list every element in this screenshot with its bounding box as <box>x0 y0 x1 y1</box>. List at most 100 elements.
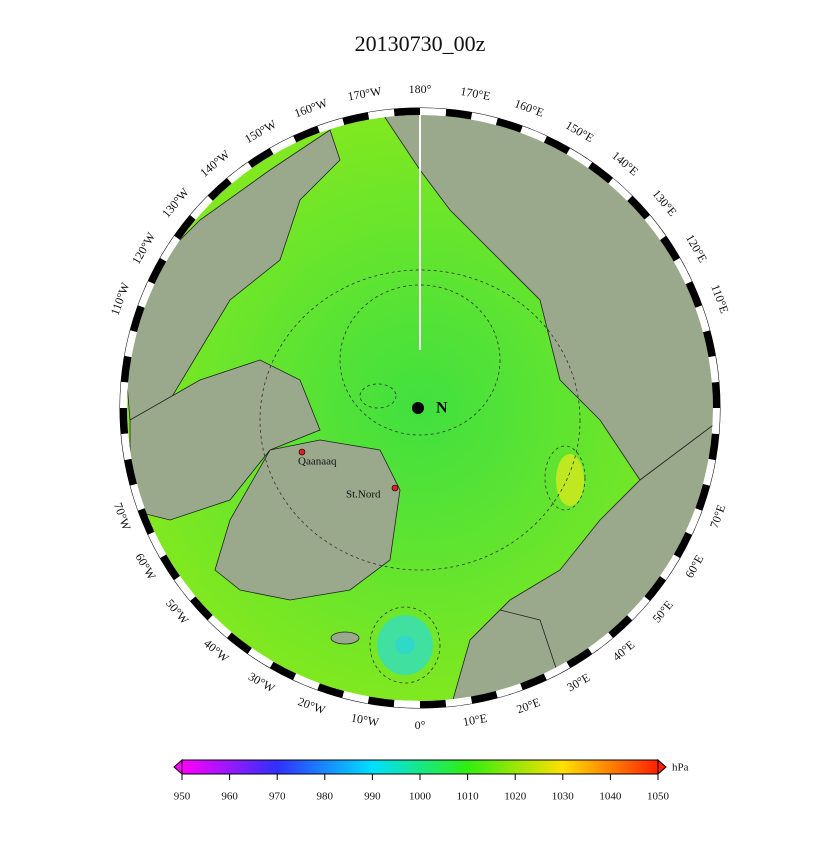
ring-segment <box>174 576 196 601</box>
station-dot <box>391 484 399 492</box>
ring-segment <box>160 554 180 581</box>
ring-segment <box>695 483 710 511</box>
ring-segment <box>445 696 473 707</box>
ring-segment <box>470 112 498 125</box>
colorbar-tick-label: 1010 <box>457 791 480 803</box>
longitude-label: 50°E <box>650 598 676 625</box>
ring-segment <box>703 458 716 486</box>
ring-segment <box>293 126 320 143</box>
ring-segment <box>608 615 633 638</box>
ring-segment <box>317 683 345 698</box>
longitude-label: 160°E <box>513 96 546 119</box>
ring-segment <box>130 483 145 511</box>
ring-segment <box>367 696 395 707</box>
colorbar-tick-label: 1030 <box>552 791 575 803</box>
longitude-label: 170°E <box>459 84 491 103</box>
ring-segment <box>588 632 613 654</box>
longitude-label: 110°W <box>108 280 133 317</box>
ring-segment <box>673 531 692 558</box>
longitude-label: 150°W <box>242 117 279 147</box>
ring-segment <box>566 648 593 668</box>
longitude-label: 10°E <box>462 711 488 729</box>
longitude-label: 140°W <box>197 147 233 180</box>
ring-segment <box>660 235 680 262</box>
ring-segment <box>120 407 129 435</box>
longitude-label: 130°W <box>159 185 192 221</box>
ring-segment <box>393 108 421 117</box>
ring-segment <box>708 355 719 383</box>
longitude-label: 140°E <box>609 148 641 178</box>
longitude-label: 150°E <box>563 118 596 145</box>
ring-segment <box>520 126 547 143</box>
ring-segment <box>148 531 167 558</box>
ring-segment <box>685 281 702 308</box>
ring-segment <box>695 305 710 333</box>
ring-segment <box>445 109 473 120</box>
ring-segment <box>124 330 137 358</box>
colorbar-tick-label: 1050 <box>647 791 670 803</box>
longitude-label: 20°E <box>515 695 542 716</box>
ring-segment <box>124 458 137 486</box>
ring-segment <box>627 195 650 220</box>
colorbar-tick-label: 980 <box>317 791 334 803</box>
ring-segment <box>247 648 274 668</box>
ring-segment <box>685 508 702 535</box>
longitude-label: 110°E <box>708 282 731 315</box>
ring-segment <box>566 148 593 168</box>
longitude-label: 40°E <box>610 638 637 664</box>
ring-segment <box>711 381 720 409</box>
colorbar-tick-label: 960 <box>221 791 238 803</box>
ring-segment <box>711 407 720 435</box>
longitude-label: 50°W <box>163 596 192 627</box>
ring-segment <box>270 661 297 680</box>
longitude-label: 70°W <box>111 501 134 533</box>
ring-segment <box>227 162 252 184</box>
longitude-label: 10°W <box>350 711 381 730</box>
ring-segment <box>419 108 447 117</box>
ring-segment <box>247 148 274 168</box>
colorbar-tick-label: 990 <box>364 791 381 803</box>
frame-ring <box>119 107 721 709</box>
ring-segment <box>627 596 650 621</box>
ring-segment <box>543 136 570 155</box>
longitude-label: 0° <box>415 718 426 732</box>
ring-segment <box>660 554 680 581</box>
ring-segment <box>703 330 716 358</box>
longitude-label: 70°E <box>707 503 728 530</box>
ring-segment <box>120 381 129 409</box>
ring-segment <box>130 305 145 333</box>
longitude-label: 160°W <box>292 95 329 120</box>
longitude-label: 120°E <box>683 232 710 265</box>
ring-segment <box>190 195 213 220</box>
ring-segment <box>644 215 666 240</box>
ring-segment <box>148 258 167 285</box>
station-label: St.Nord <box>346 489 381 501</box>
ring-segment <box>520 673 547 690</box>
ring-segment <box>121 433 132 461</box>
longitude-label: 170°W <box>347 84 384 104</box>
longitude-label: 30°W <box>246 669 278 696</box>
ring-segment <box>419 699 447 708</box>
ring-segment <box>708 433 719 461</box>
ring-segment <box>138 508 155 535</box>
ring-segment <box>495 118 523 133</box>
ring-segment <box>342 112 370 125</box>
colorbar-tick-label: 1040 <box>599 791 622 803</box>
colorbar-arrow <box>173 758 183 776</box>
longitude-label: 40°W <box>201 636 232 665</box>
ring-segment <box>644 576 666 601</box>
ring-segment <box>317 118 345 133</box>
colorbar-tick-label: 1000 <box>409 791 432 803</box>
ring-segment <box>207 178 232 201</box>
ring-segment <box>174 215 196 240</box>
ring-segment <box>160 235 180 262</box>
ring-segment <box>227 632 252 654</box>
colorbar-tick-label: 1020 <box>504 791 527 803</box>
ring-segment <box>121 355 132 383</box>
colorbar-tick-label: 970 <box>269 791 286 803</box>
ring-segment <box>207 615 232 638</box>
ring-segment <box>495 683 523 698</box>
ring-segment <box>393 699 421 708</box>
ring-segment <box>543 661 570 680</box>
